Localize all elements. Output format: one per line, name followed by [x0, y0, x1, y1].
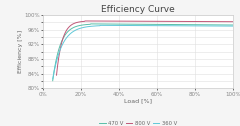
800 V [197, 21, 200, 22]
800 V [155, 21, 157, 22]
470 V [155, 24, 157, 25]
800 V [144, 21, 147, 22]
360 V [231, 25, 234, 27]
Y-axis label: Efficiency [%]: Efficiency [%] [18, 30, 23, 73]
470 V [227, 24, 230, 26]
360 V [133, 25, 136, 26]
Title: Efficiency Curve: Efficiency Curve [101, 5, 175, 14]
800 V [132, 20, 135, 22]
360 V [132, 25, 135, 26]
360 V [144, 25, 147, 26]
X-axis label: Load [%]: Load [%] [124, 98, 152, 103]
470 V [231, 24, 234, 26]
Line: 360 V: 360 V [53, 25, 233, 79]
Line: 800 V: 800 V [56, 21, 233, 75]
Line: 470 V: 470 V [53, 24, 233, 81]
470 V [197, 24, 200, 25]
800 V [133, 20, 136, 22]
470 V [144, 24, 147, 25]
800 V [231, 21, 234, 22]
360 V [227, 25, 230, 27]
470 V [133, 23, 136, 25]
470 V [132, 23, 135, 25]
800 V [227, 21, 230, 22]
360 V [197, 25, 200, 27]
Legend: 470 V, 800 V, 360 V: 470 V, 800 V, 360 V [97, 119, 179, 126]
360 V [155, 25, 157, 26]
